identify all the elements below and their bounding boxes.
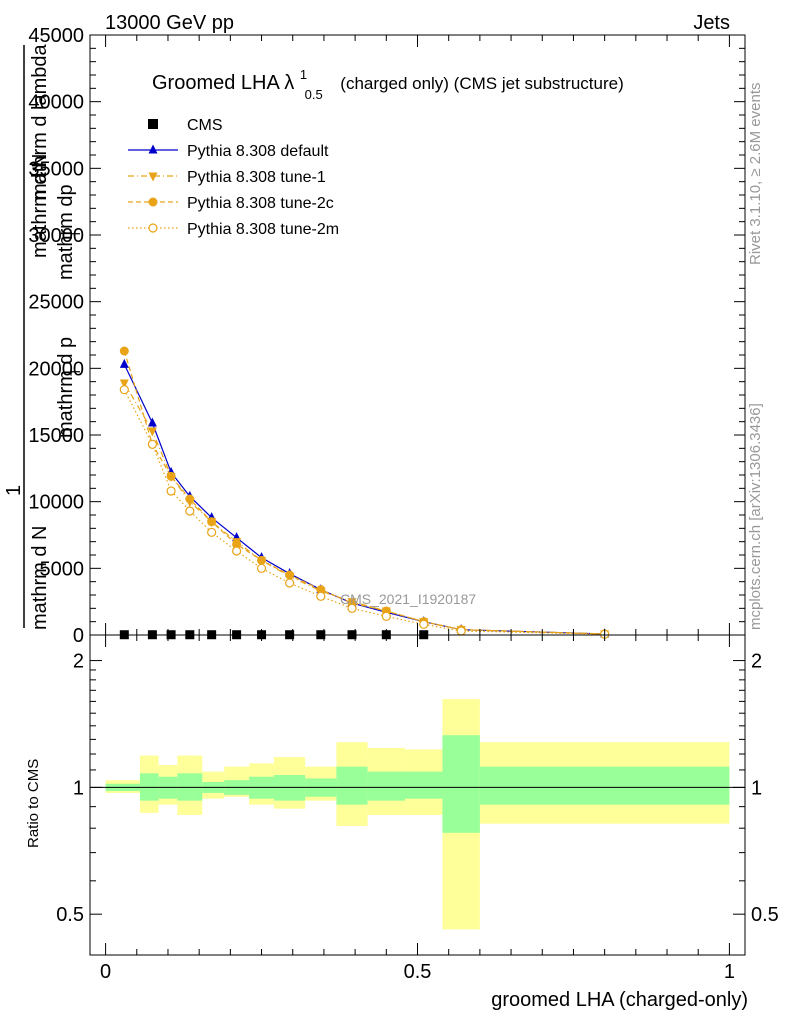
ratio-y-tick-label-right: 2 (751, 651, 762, 673)
ylabel-lambda: mathrm d lambda (29, 44, 51, 200)
ratio-band-green (336, 766, 368, 805)
y-tick-label: 35000 (28, 158, 84, 180)
ratio-y-tick-label-left: 2 (73, 651, 84, 673)
main-y-axis-label: mathrm d N 1 mathrm d N mathrm dp T math… (3, 44, 83, 630)
data-point (256, 563, 267, 573)
data-point (166, 486, 176, 496)
legend-label: CMS (187, 117, 223, 134)
x-tick-label: 0.5 (404, 961, 432, 983)
plot-title-sub: 0.5 (305, 87, 323, 102)
analysis-label: CMS_2021_I1920187 (340, 591, 476, 607)
ylabel-dpt: mathrm dp (55, 184, 77, 280)
ylabel-numerator-1: mathrm d N (29, 154, 51, 258)
y-tick-label: 5000 (40, 558, 85, 580)
data-point (285, 570, 295, 580)
data-point (231, 546, 242, 556)
ratio-y-tick-label-right: 1 (751, 777, 762, 799)
x-axis-label: groomed LHA (charged-only) (491, 989, 748, 1011)
ratio-band-green (367, 771, 406, 801)
rivet-label: Rivet 3.1.10, ≥ 2.6M events (747, 83, 764, 266)
main-plot-panel: 0 5000 10000 15000 20000 25000 30000 35000 40000… (28, 25, 746, 647)
y-tick-label: 10000 (28, 492, 84, 514)
data-point (316, 591, 326, 601)
ratio-x-axis: 0 0.5 1 (100, 635, 735, 983)
x-tick-label: 0 (100, 961, 111, 983)
ratio-y-tick-label-left: 0.5 (56, 904, 84, 926)
main-x-ticks (105, 35, 730, 635)
data-point (285, 578, 295, 588)
plot-title: Groomed LHA λ 1 0.5 (charged only) (CMS … (152, 62, 624, 104)
data-point (147, 427, 157, 437)
plot-title-main: Groomed LHA λ (152, 72, 294, 94)
ratio-y-axis: 0.5 0.5 1 1 2 2 (56, 651, 779, 927)
data-point (119, 379, 129, 389)
data-point (185, 494, 195, 504)
y-tick-label: 15000 (28, 425, 84, 447)
data-point (147, 439, 157, 449)
ratio-bands (105, 699, 730, 930)
data-point (119, 346, 129, 356)
ylabel-one: 1 (3, 485, 25, 496)
data-point (316, 585, 326, 595)
legend: CMS Pythia 8.308 default Pythia 8.308 tune… (128, 117, 339, 238)
ylabel-dp: mathrm d p (55, 337, 77, 438)
ylabel-sub-t-1: T (67, 229, 83, 238)
y-tick-label: 30000 (28, 225, 84, 247)
y-tick-label: 0 (73, 625, 84, 647)
x-tick-label: 1 (724, 961, 735, 983)
y-tick-label: 45000 (28, 25, 84, 47)
legend-label: Pythia 8.308 default (187, 143, 329, 160)
legend-label: Pythia 8.308 tune-2c (187, 195, 334, 212)
jets-label: Jets (693, 12, 730, 34)
data-point (148, 197, 158, 207)
y-tick-label: 40000 (28, 92, 84, 114)
data-point (232, 539, 242, 549)
data-point (148, 144, 158, 154)
data-point (257, 555, 267, 565)
data-point (119, 385, 129, 395)
data-point (148, 119, 158, 129)
data-point (207, 517, 217, 527)
y-tick-label: 20000 (28, 358, 84, 380)
main-y-axis: 0 5000 10000 15000 20000 25000 30000 35000 40000… (28, 25, 745, 647)
data-point (185, 506, 195, 516)
data-point (147, 417, 157, 427)
ratio-y-tick-label-left: 1 (73, 777, 84, 799)
ratio-plot-panel: 0.5 0.51 12 2 0 0.5 1 (56, 634, 779, 983)
y-tick-label: 25000 (28, 292, 84, 314)
ratio-y-axis-label: Ratio to CMS (25, 759, 42, 848)
ylabel-sub-t-2: T (67, 367, 83, 376)
data-point (456, 626, 466, 636)
legend-label: Pythia 8.308 tune-1 (187, 169, 326, 186)
data-point (148, 172, 158, 182)
data-point (419, 619, 429, 629)
data-point (119, 358, 129, 368)
data-point (347, 603, 357, 613)
energy-label: 13000 GeV pp (105, 12, 234, 34)
data-point (148, 223, 158, 233)
legend-label: Pythia 8.308 tune-2m (187, 221, 339, 238)
data-point (166, 471, 176, 481)
plot-title-sup: 1 (300, 67, 307, 82)
data-point (381, 611, 391, 621)
ratio-band-green (442, 735, 480, 833)
ylabel-denominator-1: mathrm d N (29, 526, 51, 630)
series-line (123, 350, 605, 635)
mcplots-label: mcplots.cern.ch [arXiv:1306.3436] (747, 403, 764, 630)
main-plot-marks (119, 346, 610, 640)
ratio-band-green (479, 766, 730, 805)
plot-title-rest: (charged only) (CMS jet substructure) (340, 74, 623, 93)
data-point (207, 527, 217, 537)
ratio-y-tick-label-right: 0.5 (751, 904, 779, 926)
ratio-band-green (405, 771, 443, 799)
